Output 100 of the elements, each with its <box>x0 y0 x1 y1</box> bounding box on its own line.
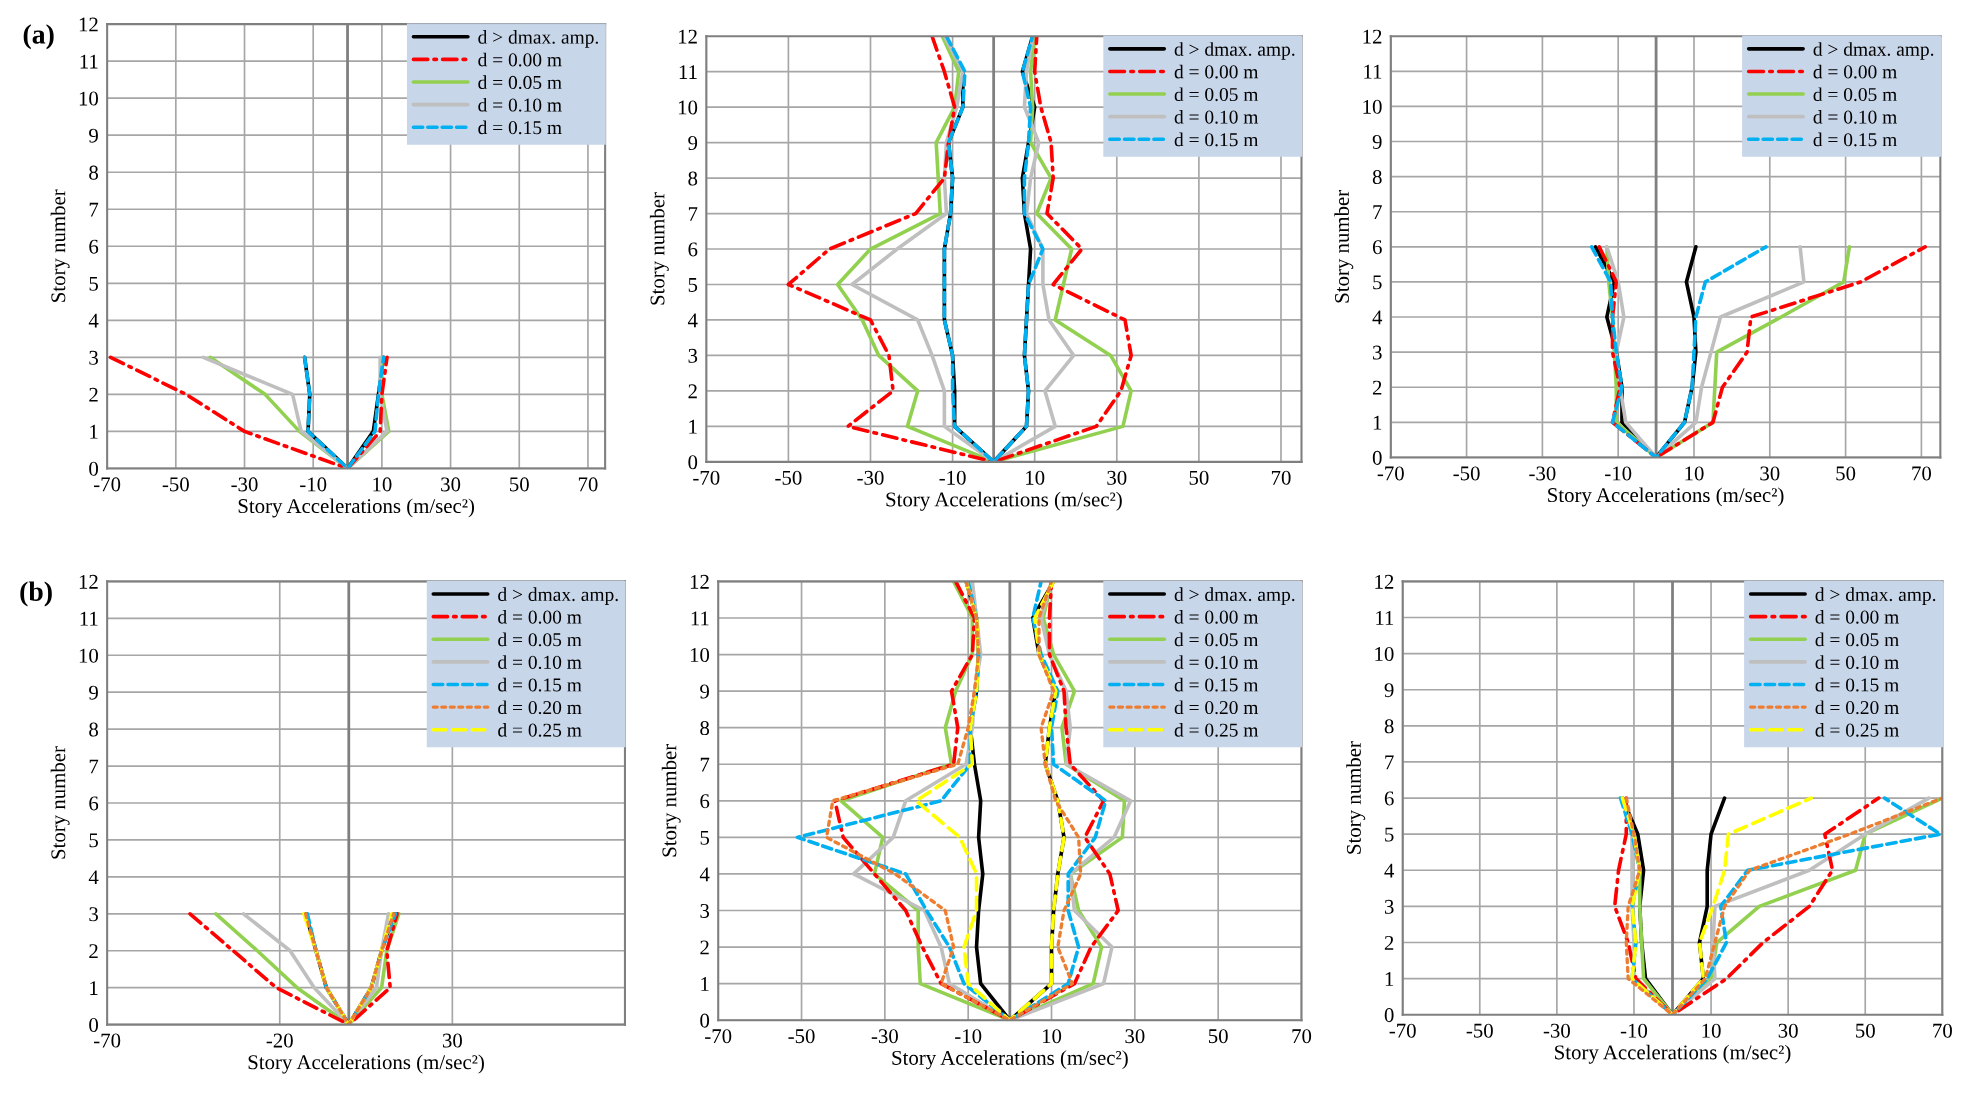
y-tick-label: 10 <box>79 648 99 663</box>
text: (a) <box>23 24 54 50</box>
y-tick-label: 0 <box>89 1017 99 1033</box>
x-tick-label: 50 <box>1856 1023 1875 1038</box>
x-tick-label: -70 <box>1377 466 1404 481</box>
y-tick-label: 3 <box>1373 345 1382 360</box>
y-tick-label: 7 <box>1385 755 1394 770</box>
y-tick-label: 8 <box>89 722 99 737</box>
y-axis-title: Story number <box>661 744 681 857</box>
legend-label: d = 0.00 m <box>1813 64 1897 79</box>
y-tick-label: 8 <box>688 171 698 186</box>
y-tick-label: 9 <box>1384 683 1394 698</box>
x-tick-label: -50 <box>1466 1023 1493 1038</box>
legend-label: d = 0.00 m <box>1174 609 1259 624</box>
y-tick-label: 9 <box>688 136 698 151</box>
y-tick-label: 5 <box>688 278 698 292</box>
x-tick-label: -10 <box>939 470 966 485</box>
legend-label: d > dmax. amp. <box>498 587 618 605</box>
x-tick-label: -70 <box>1389 1023 1416 1038</box>
y-tick-label: 12 <box>690 574 709 589</box>
x-tick-label: 30 <box>1778 1023 1798 1038</box>
y-tick-label: 10 <box>690 647 710 662</box>
y-tick-label: 11 <box>80 54 98 69</box>
y-tick-label: 4 <box>88 313 99 328</box>
y-tick-label: 8 <box>700 721 710 736</box>
y-axis-title: Story number <box>649 192 669 305</box>
y-tick-label: 8 <box>1384 719 1394 734</box>
legend-label: d = 0.00 m <box>1815 609 1899 624</box>
y-tick-label: 6 <box>688 242 698 257</box>
legend-label: d = 0.20 m <box>1815 700 1899 715</box>
y-tick-label: 12 <box>79 17 98 32</box>
y-tick-label: 7 <box>89 202 99 217</box>
x-tick-label: -30 <box>1543 1023 1570 1038</box>
x-tick-label: -30 <box>857 470 884 485</box>
y-tick-label: 0 <box>89 461 99 476</box>
y-tick-label: 4 <box>687 313 698 328</box>
legend-label: d = 0.10 m <box>1174 655 1259 669</box>
x-tick-label: 50 <box>1836 466 1856 481</box>
y-tick-label: 1 <box>1385 972 1394 986</box>
y-tick-label: 5 <box>89 833 98 848</box>
y-tick-label: 12 <box>1375 574 1394 589</box>
y-tick-label: 11 <box>80 611 98 626</box>
x-tick-label: 10 <box>1042 1029 1062 1044</box>
legend-label: d = 0.05 m <box>1174 632 1259 647</box>
x-tick-label: -50 <box>162 477 189 492</box>
y-tick-label: 11 <box>679 65 697 79</box>
y-tick-label: 4 <box>699 867 710 882</box>
x-tick-label: 70 <box>1271 470 1291 485</box>
y-tick-label: 10 <box>1363 99 1382 114</box>
x-tick-label: 30 <box>442 1033 462 1048</box>
y-tick-label: 0 <box>700 1013 710 1028</box>
x-tick-label: -70 <box>94 477 121 492</box>
x-tick-label: 70 <box>1912 466 1932 481</box>
y-tick-label: 7 <box>1373 205 1382 219</box>
legend-label: d = 0.05 m <box>1174 87 1259 102</box>
y-tick-label: 3 <box>1384 899 1394 914</box>
legend-label: d = 0.05 m <box>1815 632 1899 647</box>
y-tick-label: 2 <box>89 944 98 958</box>
text: (b) <box>20 581 52 607</box>
y-tick-label: 8 <box>1372 169 1382 185</box>
y-tick-label: 10 <box>1375 647 1394 662</box>
y-tick-label: 9 <box>700 684 710 699</box>
legend-label: d = 0.25 m <box>1815 723 1899 737</box>
legend-label: d = 0.15 m <box>1813 132 1897 147</box>
y-tick-label: 6 <box>89 796 99 811</box>
y-tick-label: 11 <box>1376 610 1394 625</box>
y-tick-label: 7 <box>700 757 710 772</box>
y-tick-label: 4 <box>1384 863 1395 878</box>
y-tick-label: 0 <box>1384 1008 1394 1023</box>
x-tick-label: -30 <box>1529 466 1556 481</box>
y-tick-label: 7 <box>688 207 698 221</box>
x-axis-title: Story Accelerations (m/sec²) <box>248 1054 484 1074</box>
x-tick-label: 30 <box>441 477 461 492</box>
y-tick-label: 11 <box>1364 64 1382 79</box>
legend-label: d = 0.15 m <box>1174 677 1259 692</box>
y-tick-label: 0 <box>688 455 698 470</box>
x-tick-label: 10 <box>1026 470 1045 485</box>
y-tick-label: 10 <box>678 100 698 115</box>
legend-label: d = 0.15 m <box>1174 132 1259 147</box>
legend-label: d = 0.00 m <box>498 609 582 624</box>
x-tick-label: 50 <box>510 477 529 492</box>
x-tick-label: -70 <box>693 470 720 485</box>
y-tick-label: 1 <box>689 419 697 434</box>
x-tick-label: -10 <box>1605 466 1632 481</box>
y-axis-title: Story number <box>50 189 70 302</box>
y-tick-label: 1 <box>90 981 98 995</box>
y-tick-label: 3 <box>89 350 98 365</box>
y-axis-title: Story number <box>1346 741 1366 854</box>
y-tick-label: 5 <box>1373 275 1382 290</box>
legend-label: d = 0.00 m <box>1174 64 1259 79</box>
x-tick-label: 30 <box>1125 1029 1145 1044</box>
x-axis-title: Story Accelerations (m/sec²) <box>892 1050 1128 1070</box>
y-tick-label: 2 <box>89 387 98 402</box>
y-tick-label: 8 <box>89 165 99 180</box>
y-tick-label: 5 <box>1385 827 1394 842</box>
y-axis-title: Story number <box>1334 190 1354 303</box>
legend-label: d = 0.15 m <box>1815 677 1899 692</box>
legend-label: d = 0.05 m <box>478 75 562 90</box>
x-tick-label: -70 <box>94 1033 121 1048</box>
y-axis-title: Story number <box>50 746 70 859</box>
